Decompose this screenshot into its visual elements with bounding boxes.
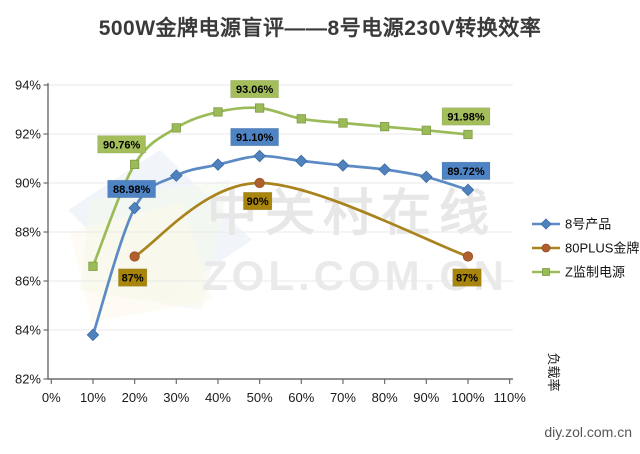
- x-tick-label: 40%: [205, 390, 231, 405]
- data-label-box-3-50: [230, 80, 279, 99]
- legend-label-3: Z监制电源: [565, 265, 625, 280]
- data-label-box-1-20: [107, 179, 156, 198]
- series-1-point-100: [461, 183, 475, 197]
- y-tick-label: 84%: [15, 323, 41, 338]
- data-label-text-2-100: 87%: [456, 273, 478, 285]
- y-tick-label: 88%: [15, 225, 41, 240]
- data-label-text-3-50: 93.06%: [236, 84, 274, 96]
- y-tick-label: 94%: [15, 78, 41, 93]
- x-tick-label: 30%: [163, 390, 189, 405]
- data-label-box-2-100: [452, 268, 482, 287]
- series-3-point-100: [463, 129, 473, 140]
- data-label-box-2-20: [118, 268, 148, 287]
- data-label-text-1-20: 88.98%: [113, 184, 151, 196]
- legend-marker-circle-icon: [541, 243, 551, 253]
- series-1-point-90: [420, 170, 433, 184]
- legend-item-3: Z监制电源: [532, 265, 625, 280]
- series-3-point-20: [130, 159, 140, 169]
- x-tick-label: 0%: [42, 390, 61, 405]
- data-label-text-3-100: 91.98%: [447, 111, 485, 123]
- series-3-point-90: [421, 125, 431, 135]
- series-2-point-50: [254, 177, 265, 189]
- legend-marker-square-icon: [542, 268, 550, 276]
- legend-item-1: 8号产品: [532, 217, 611, 232]
- data-label-box-1-50: [230, 128, 279, 147]
- x-tick-label: 100%: [451, 390, 485, 405]
- series-1-point-30: [170, 169, 183, 182]
- x-tick-label: 60%: [288, 390, 314, 405]
- series-line-1: [91, 154, 470, 337]
- series-3-point-80: [380, 122, 390, 132]
- series-line-3: [91, 106, 470, 268]
- series-3-point-40: [213, 107, 223, 117]
- series-3-point-50: [255, 103, 265, 113]
- series-1-point-80: [378, 163, 391, 176]
- x-tick-label: 70%: [330, 390, 356, 405]
- series-3-point-10: [88, 261, 98, 271]
- chart-title: 500W金牌电源盲评——8号电源230V转换效率: [98, 17, 542, 40]
- data-label-text-1-50: 91.10%: [236, 132, 274, 144]
- series-1-point-70: [336, 159, 350, 172]
- data-label-text-2-50: 90%: [247, 196, 269, 208]
- y-tick-label: 92%: [15, 127, 41, 142]
- y-tick-label: 82%: [15, 372, 41, 387]
- x-tick-label: 80%: [372, 390, 398, 405]
- data-label-text-1-100: 89.72%: [447, 166, 485, 178]
- data-label-box-1-100: [441, 161, 491, 180]
- data-label-text-2-20: 87%: [122, 273, 144, 285]
- series-1-point-20: [128, 201, 141, 215]
- data-label-box-2-50: [243, 192, 273, 211]
- series-2-point-100: [462, 251, 474, 262]
- legend-label-1: 8号产品: [565, 217, 611, 232]
- legend-marker-diamond-icon: [540, 218, 552, 230]
- series-3-point-30: [171, 123, 181, 133]
- series-line-2: [133, 181, 470, 258]
- legend-label-2: 80PLUS金牌: [565, 241, 639, 256]
- x-tick-label: 90%: [413, 390, 439, 405]
- data-label-text-3-20: 90.76%: [103, 139, 141, 151]
- data-label-box-3-100: [441, 107, 491, 126]
- series-1-point-10: [86, 328, 100, 342]
- legend-item-2: 80PLUS金牌: [532, 241, 639, 256]
- x-tick-label: 20%: [122, 390, 148, 405]
- x-axis-title: 负载率: [546, 352, 561, 391]
- series-1-point-40: [211, 158, 225, 171]
- y-tick-label: 86%: [15, 274, 41, 289]
- x-tick-label: 50%: [247, 390, 273, 405]
- series-2-point-20: [129, 251, 140, 262]
- y-tick-label: 90%: [15, 176, 41, 191]
- series-1-point-50: [253, 149, 266, 163]
- x-tick-label: 110%: [493, 390, 526, 405]
- x-tick-label: 10%: [80, 390, 106, 405]
- series-3-point-60: [296, 114, 306, 124]
- series-3-point-70: [338, 118, 348, 128]
- site-watermark-url: diy.zol.com.cn: [544, 424, 632, 440]
- series-1-point-60: [295, 154, 308, 168]
- data-label-box-3-20: [97, 135, 146, 154]
